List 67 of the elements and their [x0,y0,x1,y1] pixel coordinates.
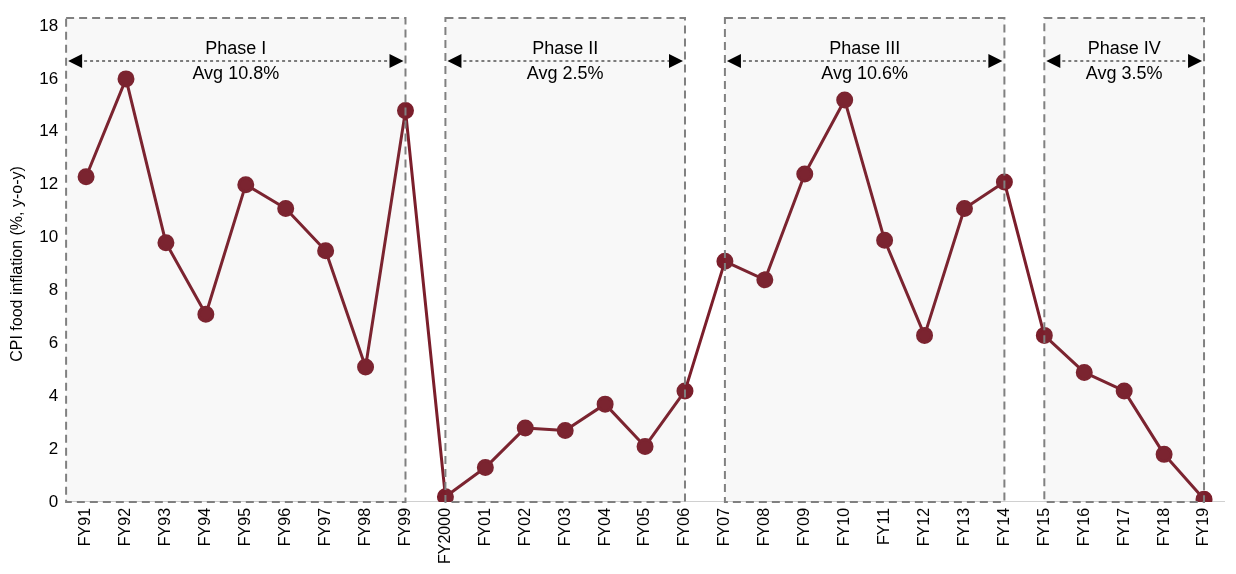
x-tick-label: FY05 [635,507,653,547]
y-tick-label: 10 [39,227,59,247]
point [77,168,95,186]
x-tick-label: FY04 [595,507,613,547]
x-tick-label: FY95 [236,507,254,547]
x-tick-label: FY08 [755,507,773,547]
point [756,271,774,289]
point [955,199,973,217]
point [317,242,335,260]
x-tick-label: FY06 [675,507,693,547]
point [277,199,295,217]
point [556,422,574,440]
y-tick-label: 14 [39,121,59,141]
point [117,70,135,88]
y-tick-label: 12 [39,174,59,194]
x-tick-label: FY03 [555,507,573,547]
point [636,437,654,455]
point [1115,382,1133,400]
x-tick-label: FY2000 [435,507,453,565]
point [197,305,215,323]
x-tick-label: FY10 [835,507,853,547]
x-tick-label: FY16 [1074,507,1092,547]
x-tick-label: FY07 [715,507,733,547]
x-tick-label: FY02 [515,507,533,547]
y-tick-label: 4 [48,385,59,405]
y-tick-label: 0 [48,491,59,511]
point [596,395,614,413]
point [836,91,854,109]
y-tick-label: 2 [48,438,59,458]
x-tick-label: FY14 [994,507,1012,547]
x-tick-label: FY17 [1114,507,1132,547]
x-tick-label: FY99 [395,507,413,547]
x-tick-label: FY13 [954,507,972,547]
point [516,419,534,437]
x-tick-label: FY15 [1034,507,1052,547]
point [1075,363,1093,381]
y-tick-label: 18 [39,15,59,35]
x-tick-label: FY12 [914,507,932,547]
y-axis-title: CPI food inflation (%, y-o-y) [8,166,26,362]
x-tick-label: FY98 [355,507,373,547]
x-tick-label: FY93 [156,507,174,547]
band-label: Phase I Avg 10.8% [192,37,280,83]
y-tick-label: 6 [48,332,59,352]
x-tick-label: FY01 [475,507,493,547]
point [357,358,375,376]
point [476,459,494,477]
point [796,165,814,183]
x-tick-label: FY91 [76,507,94,547]
x-tick-label: FY11 [875,507,893,546]
band-label: Phase II Avg 2.5% [526,37,604,83]
x-tick-label: FY18 [1154,507,1172,547]
y-tick-label: 8 [48,280,59,300]
point [157,234,175,252]
point [1155,445,1173,463]
point [876,231,894,249]
band-label: Phase IV Avg 3.5% [1085,37,1163,83]
x-tick-label: FY19 [1194,507,1212,547]
point [436,488,454,502]
point [237,176,255,194]
y-tick-label: 16 [39,68,59,88]
x-tick-label: FY09 [795,507,813,547]
x-tick-label: FY94 [196,507,214,547]
x-tick-label: FY96 [276,507,294,547]
band-label: Phase III Avg 10.6% [821,37,909,83]
x-tick-label: FY92 [116,507,134,547]
point [916,326,934,344]
x-tick-label: FY97 [316,507,334,547]
